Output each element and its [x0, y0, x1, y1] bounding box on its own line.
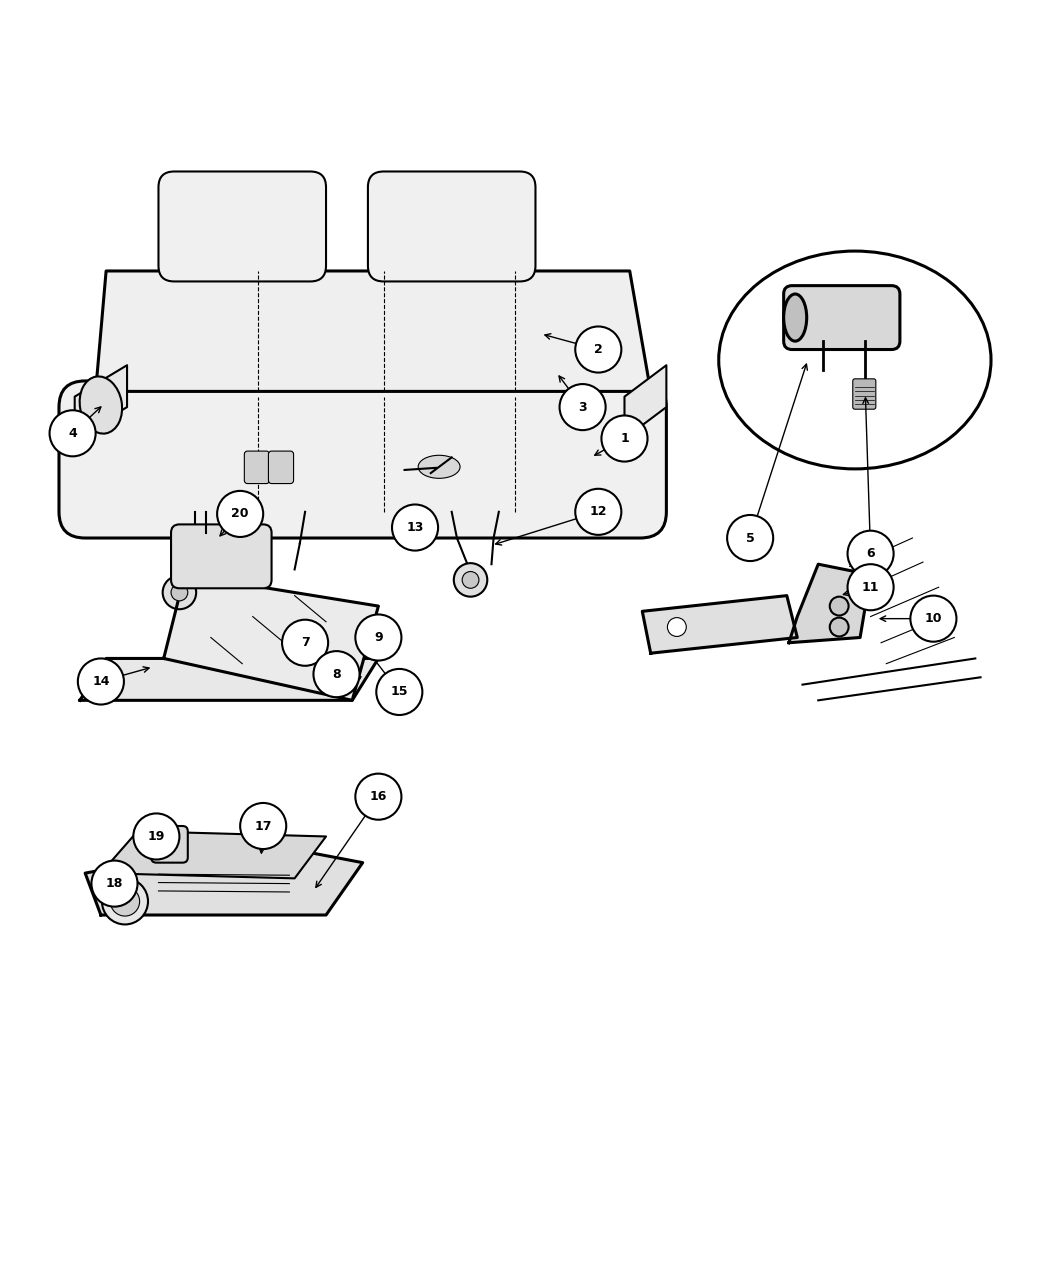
Circle shape [355, 615, 401, 660]
FancyBboxPatch shape [171, 524, 272, 588]
Circle shape [49, 411, 96, 456]
Circle shape [727, 515, 773, 561]
Text: 15: 15 [391, 686, 408, 699]
Polygon shape [101, 831, 327, 878]
Text: 7: 7 [300, 636, 310, 649]
Circle shape [163, 576, 196, 609]
Text: 5: 5 [746, 532, 755, 544]
Circle shape [910, 595, 957, 641]
Text: 9: 9 [374, 631, 382, 644]
Polygon shape [789, 565, 870, 643]
Text: 18: 18 [106, 877, 123, 890]
Ellipse shape [783, 295, 806, 342]
Circle shape [282, 620, 328, 666]
FancyBboxPatch shape [245, 451, 270, 483]
FancyBboxPatch shape [151, 826, 188, 863]
Text: 13: 13 [406, 521, 424, 534]
Circle shape [376, 669, 422, 715]
Circle shape [78, 658, 124, 705]
Circle shape [575, 326, 622, 372]
Text: 3: 3 [579, 400, 587, 413]
Circle shape [171, 584, 188, 601]
FancyBboxPatch shape [59, 381, 667, 538]
Text: 12: 12 [589, 505, 607, 519]
Ellipse shape [418, 455, 460, 478]
Circle shape [392, 505, 438, 551]
Circle shape [133, 813, 180, 859]
Circle shape [847, 565, 894, 611]
Circle shape [830, 597, 848, 616]
FancyBboxPatch shape [853, 379, 876, 409]
Circle shape [217, 491, 264, 537]
Circle shape [847, 530, 894, 576]
Ellipse shape [719, 251, 991, 469]
FancyBboxPatch shape [333, 658, 344, 667]
Circle shape [355, 774, 401, 820]
Polygon shape [164, 575, 378, 700]
Text: 2: 2 [594, 343, 603, 356]
Circle shape [240, 803, 287, 849]
Text: 17: 17 [254, 820, 272, 833]
Polygon shape [75, 365, 127, 439]
Text: 19: 19 [148, 830, 165, 843]
Text: 14: 14 [92, 674, 109, 688]
Circle shape [110, 886, 140, 915]
Ellipse shape [80, 376, 122, 434]
Polygon shape [80, 658, 378, 700]
FancyBboxPatch shape [159, 171, 327, 282]
Text: 10: 10 [925, 612, 942, 625]
Circle shape [575, 488, 622, 536]
Circle shape [454, 564, 487, 597]
FancyBboxPatch shape [368, 171, 536, 282]
Text: 1: 1 [621, 432, 629, 445]
Circle shape [602, 416, 648, 462]
FancyBboxPatch shape [783, 286, 900, 349]
Polygon shape [643, 595, 797, 653]
Circle shape [668, 617, 687, 636]
Circle shape [91, 861, 138, 907]
Text: 16: 16 [370, 790, 387, 803]
Circle shape [560, 384, 606, 430]
Circle shape [314, 652, 359, 697]
Text: 4: 4 [68, 427, 77, 440]
Polygon shape [85, 842, 362, 915]
Text: 8: 8 [332, 668, 341, 681]
Text: 11: 11 [862, 580, 879, 594]
Polygon shape [625, 365, 667, 439]
Circle shape [462, 571, 479, 588]
Circle shape [370, 630, 391, 652]
Circle shape [102, 878, 148, 924]
Text: 6: 6 [866, 547, 875, 560]
Circle shape [300, 631, 321, 652]
Text: 20: 20 [231, 507, 249, 520]
Circle shape [830, 617, 848, 636]
Polygon shape [96, 272, 651, 391]
FancyBboxPatch shape [269, 451, 294, 483]
Circle shape [375, 635, 385, 646]
